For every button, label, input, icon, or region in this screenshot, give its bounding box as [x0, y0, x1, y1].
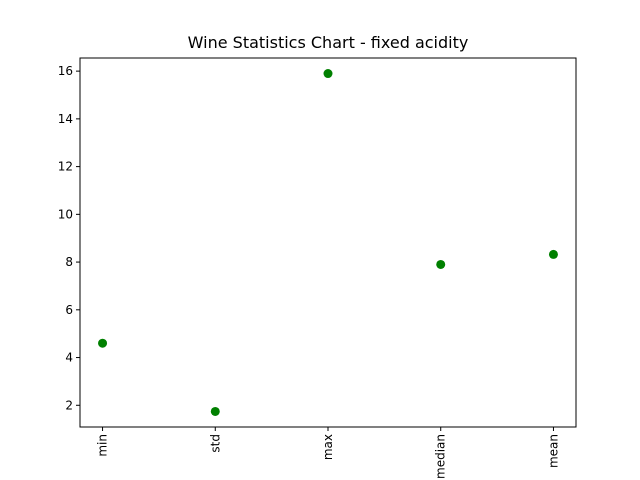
y-tick-label: 8 [65, 255, 73, 269]
x-tick-label: mean [546, 434, 560, 468]
x-tick-label: max [321, 434, 335, 460]
y-tick-label: 12 [58, 160, 73, 174]
data-point-max [323, 69, 333, 79]
y-tick-label: 14 [58, 112, 73, 126]
x-axis: min std max median mean [96, 427, 560, 479]
data-point-median [436, 259, 446, 269]
data-point-mean [548, 249, 558, 259]
plot-area [79, 57, 577, 428]
y-tick-label: 10 [58, 207, 73, 221]
data-point-min [98, 338, 108, 348]
chart-title: Wine Statistics Chart - fixed acidity [188, 33, 469, 52]
y-tick-label: 16 [58, 64, 73, 78]
y-tick-label: 4 [65, 351, 73, 365]
x-tick-label: std [208, 434, 222, 453]
y-tick-label: 2 [65, 398, 73, 412]
y-tick-label: 6 [65, 303, 73, 317]
data-point-std [210, 406, 220, 416]
y-axis: 2 4 6 8 10 12 14 16 [58, 64, 80, 412]
x-tick-label: median [434, 434, 448, 479]
x-tick-label: min [96, 434, 110, 457]
data-points [98, 69, 558, 416]
